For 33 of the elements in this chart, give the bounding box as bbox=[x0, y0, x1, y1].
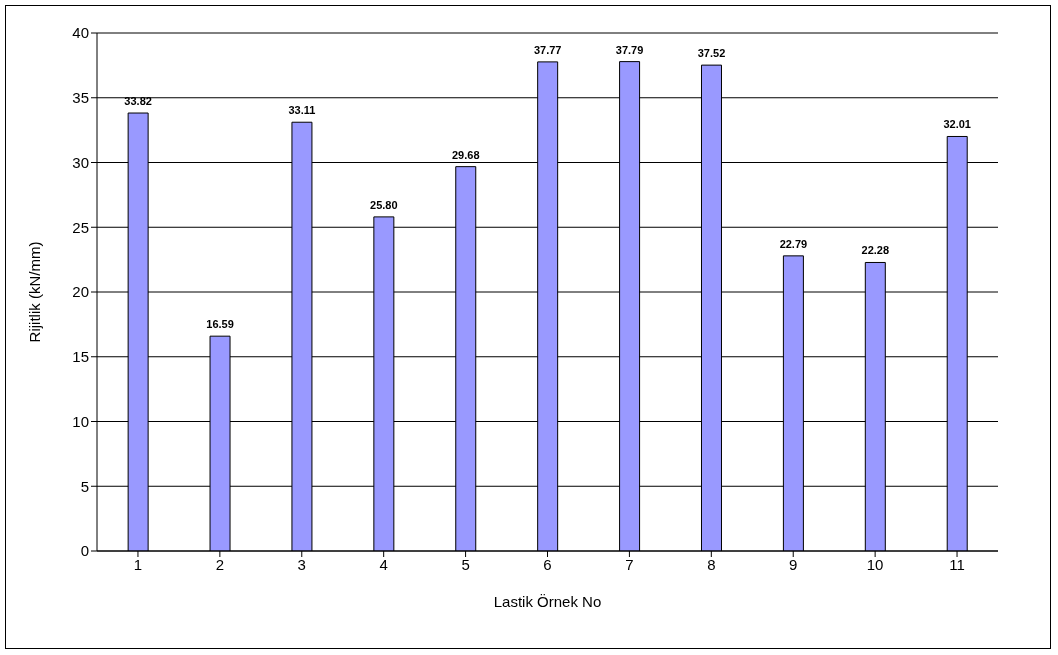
x-tick-label: 6 bbox=[543, 555, 552, 573]
data-label: 33.11 bbox=[288, 104, 316, 117]
data-label: 33.82 bbox=[124, 95, 152, 108]
y-tick-label: 15 bbox=[72, 348, 89, 366]
x-tick-label: 2 bbox=[215, 555, 225, 573]
y-tick-label: 10 bbox=[72, 412, 89, 430]
data-label: 32.01 bbox=[943, 118, 971, 131]
data-label: 22.79 bbox=[779, 237, 808, 250]
y-tick-label: 5 bbox=[80, 477, 89, 495]
data-label: 16.59 bbox=[206, 318, 234, 331]
y-tick-label: 25 bbox=[72, 218, 89, 236]
x-tick-label: 8 bbox=[707, 555, 716, 573]
y-axis-title: Rijitlik (kN/mm) bbox=[26, 241, 44, 343]
x-tick-label: 7 bbox=[625, 555, 634, 573]
x-tick-label: 11 bbox=[949, 555, 965, 573]
data-label: 37.52 bbox=[697, 47, 726, 60]
y-tick-label: 0 bbox=[80, 542, 89, 560]
x-axis-title: Lastik Örnek No bbox=[493, 593, 602, 610]
x-tick-label: 1 bbox=[133, 555, 143, 573]
data-label: 22.28 bbox=[861, 244, 890, 257]
x-tick-label: 10 bbox=[866, 555, 884, 573]
y-tick-label: 20 bbox=[72, 283, 89, 301]
x-tick-label: 5 bbox=[461, 555, 470, 573]
y-tick-label: 35 bbox=[72, 89, 89, 107]
y-tick-label: 40 bbox=[72, 24, 89, 42]
data-label: 25.80 bbox=[370, 198, 398, 211]
data-label: 37.79 bbox=[615, 43, 644, 56]
data-label: 37.77 bbox=[533, 43, 562, 56]
y-tick-label: 30 bbox=[72, 153, 89, 171]
x-tick-label: 9 bbox=[789, 555, 798, 573]
data-label: 29.68 bbox=[452, 148, 480, 161]
x-tick-label: 3 bbox=[297, 555, 306, 573]
x-tick-label: 4 bbox=[379, 555, 388, 573]
